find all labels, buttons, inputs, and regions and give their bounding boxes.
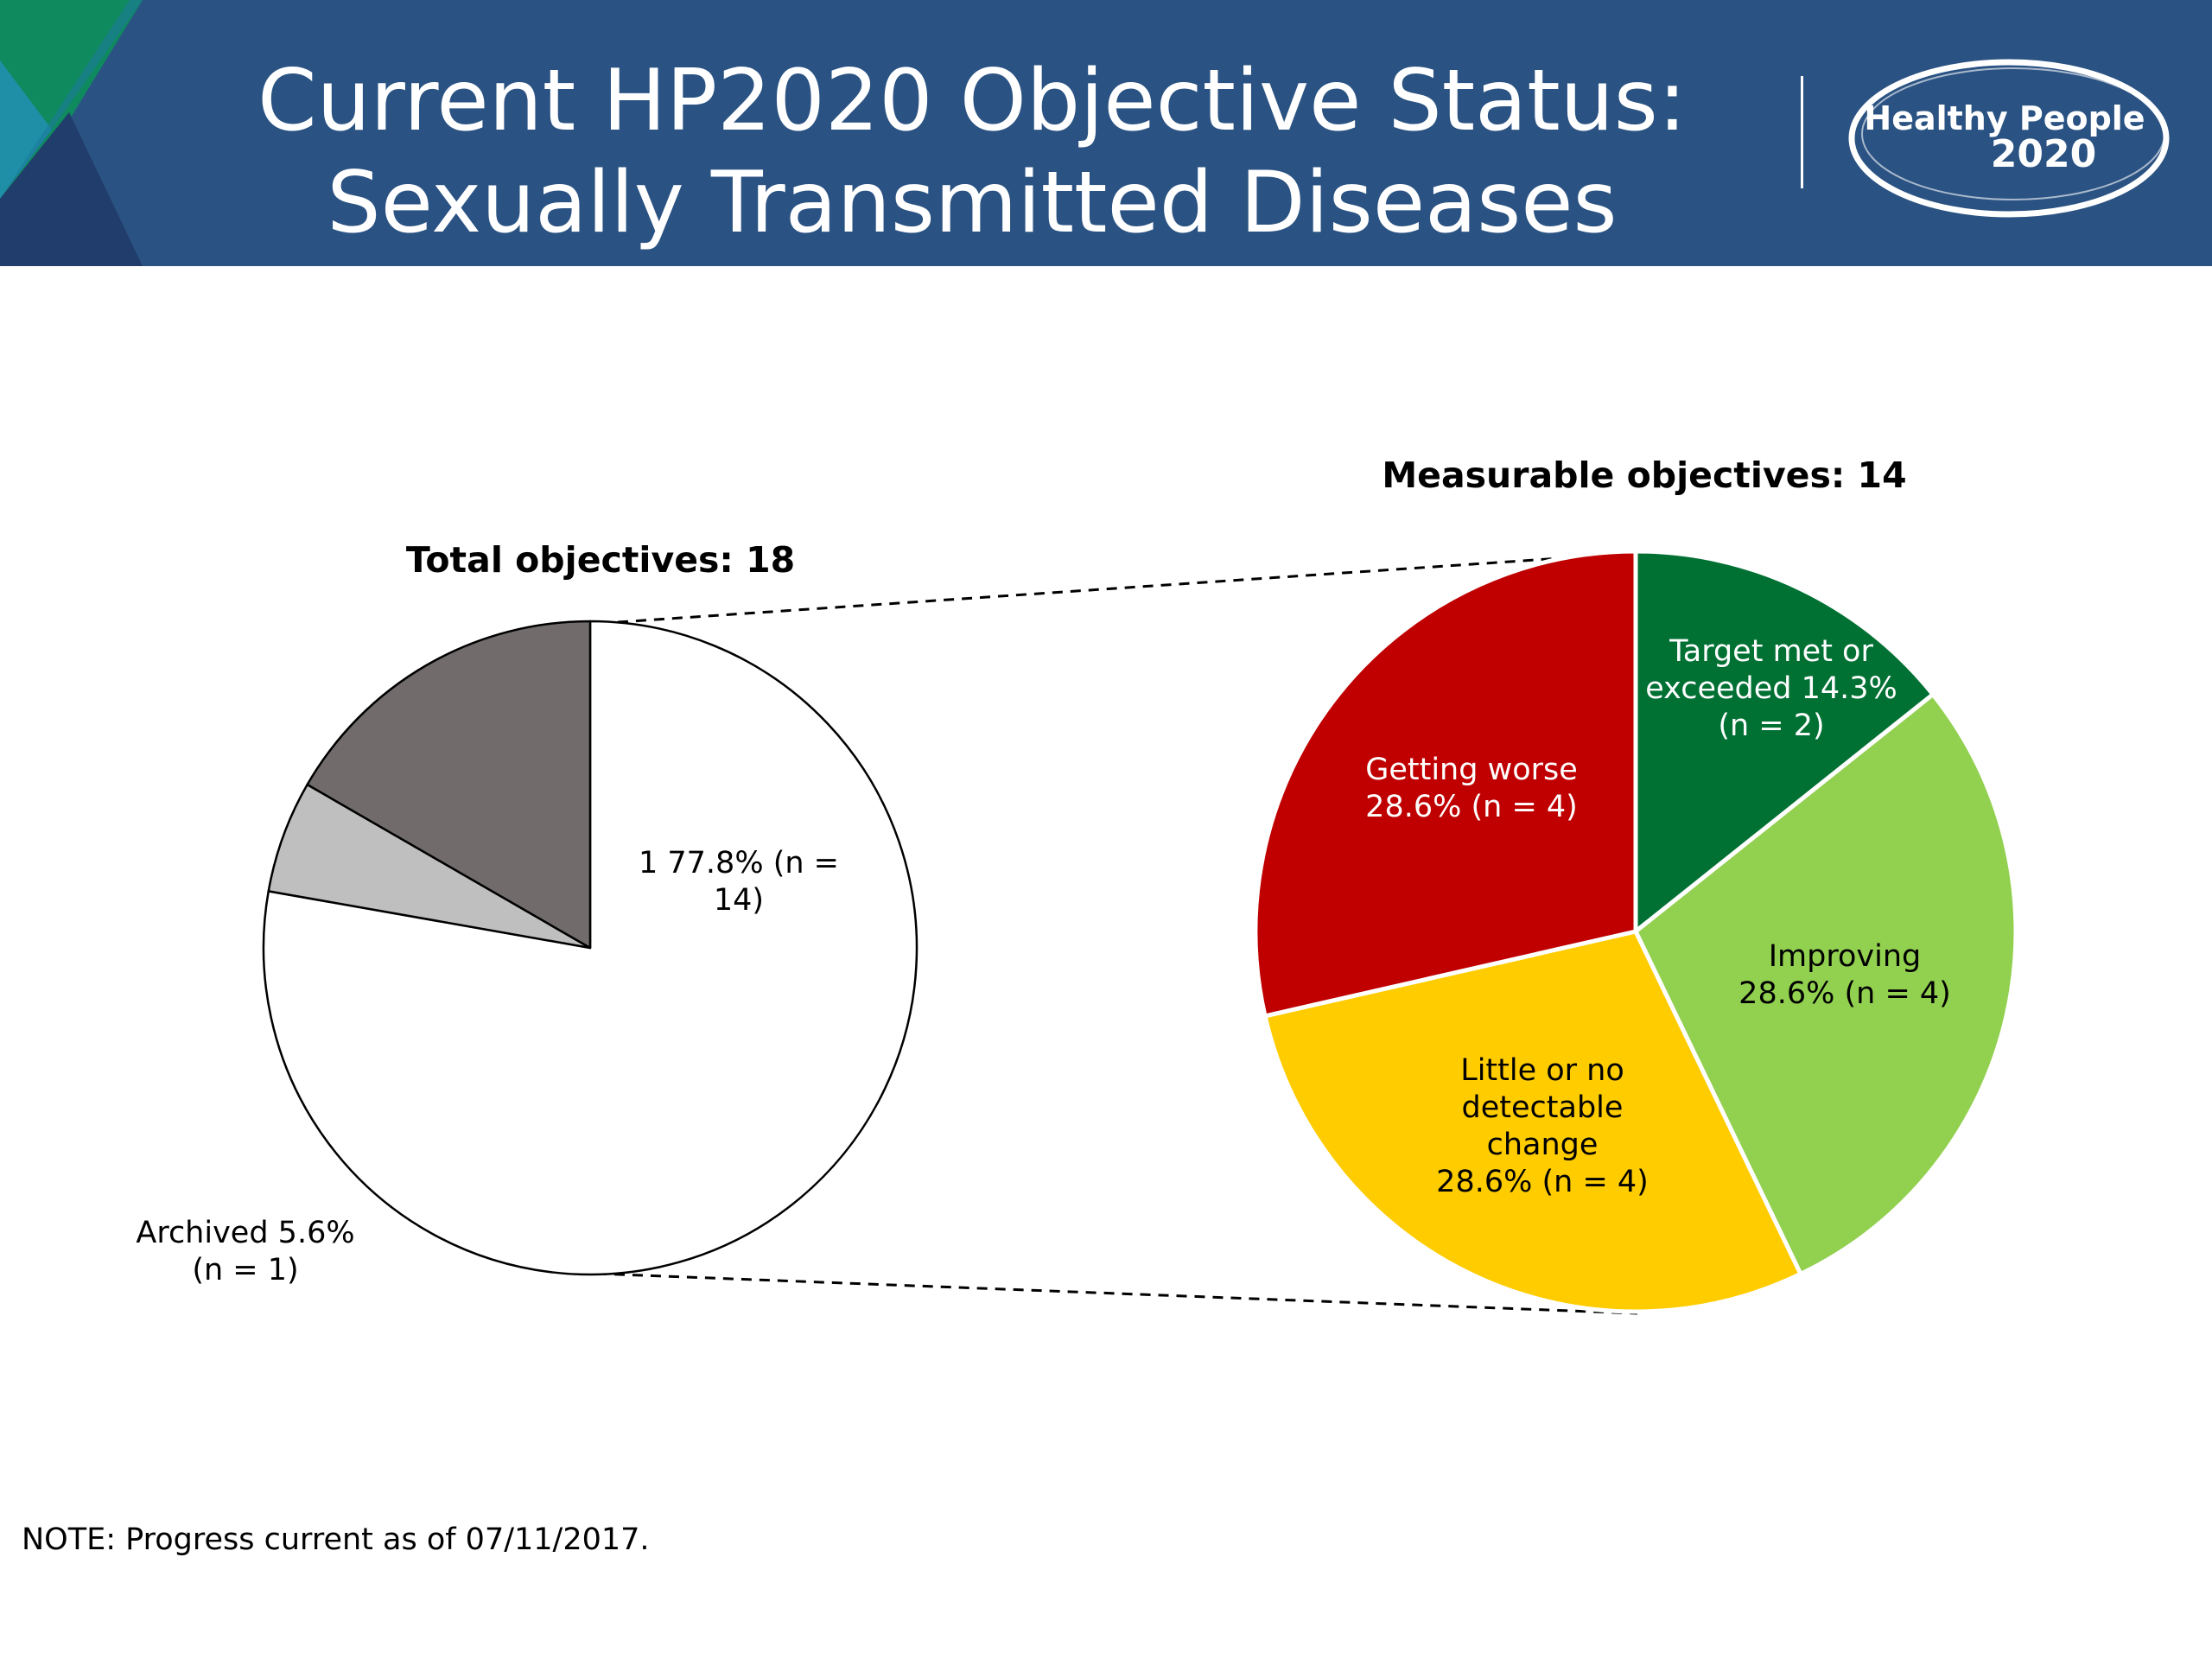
slice-label-improving: Improving 28.6% (n = 4) [1738,939,1951,1011]
title-line-2: Sexually Transmitted Diseases [327,154,1618,252]
header-banner: Current HP2020 Objective Status: Sexuall… [0,0,2212,266]
slice-label-line: exceeded 14.3% [1645,671,1897,706]
measurable-objectives-pie: Target met or exceeded 14.3% (n = 2) Improv… [1253,549,2018,1314]
slice-label-line: detectable [1462,1090,1624,1125]
slice-label-archived-5-6: Archived 5.6% (n = 1) [136,1216,354,1287]
pie-slice-target-met-or [1633,549,1936,934]
slice-label-line: (n = 1) [192,1253,298,1287]
right-chart-title: Measurable objectives: 14 [1382,454,1906,496]
left-chart-title: Total objectives: 18 [406,539,795,581]
slice-label-line: 3) [380,976,411,1010]
pie-slice-3-16-7-n [306,620,592,950]
pie-slice-improving [1633,692,2018,1276]
page-title: Current HP2020 Objective Status: Sexuall… [130,50,1815,254]
slice-label-line: Little or no [1460,1053,1624,1088]
slice-label-line: Getting worse [1365,753,1578,787]
slice-label-1-77-8-n: 1 77.8% (n = 14) [639,846,839,918]
slice-label-line: Improving [1769,939,1922,974]
header-decoration [0,0,143,266]
total-objectives-pie: 1 77.8% (n = 14) Archived 5.6% (n = 1) 3 16.… [136,620,918,1287]
slice-label-line: 14) [714,883,764,918]
slice-label-line: 28.6% (n = 4) [1365,790,1578,824]
slice-label-line: 28.6% (n = 4) [1436,1165,1649,1199]
slice-label-line: (n = 2) [1718,709,1824,743]
healthy-people-logo: Healthy People 2020 [1848,59,2170,218]
connector-top [617,551,1638,624]
slice-label-line: 1 77.8% (n = [639,846,839,880]
connector-bottom [595,1272,1638,1315]
slice-label-target-met-or: Target met or exceeded 14.3% (n = 2) [1645,634,1897,743]
slice-label-3-16-7-n: 3 16.7% (n = 3) [296,938,496,1010]
title-line-1: Current HP2020 Objective Status: [257,52,1687,150]
slice-label-line: 3 16.7% (n = [296,938,496,973]
pie-slice-little-or-no [1262,929,1803,1314]
logo-text-line1: Healthy People [1864,99,2145,137]
slice-label-line: Target met or [1669,634,1873,669]
footnote: NOTE: Progress current as of 07/11/2017. [22,1522,650,1557]
header-divider [1801,76,1803,188]
slice-label-line: 28.6% (n = 4) [1738,976,1951,1011]
pie-slice-getting-worse [1253,549,1638,1019]
slice-label-line: Archived 5.6% [136,1216,354,1250]
slice-label-little-or-no: Little or no detectable change 28.6% (n = 4… [1436,1053,1649,1199]
logo-text-line2: 2020 [1991,132,2096,176]
pie-slice-archived-5-6 [267,783,592,950]
slice-label-line: change [1487,1128,1599,1162]
slice-label-getting-worse: Getting worse 28.6% (n = 4) [1365,753,1578,824]
